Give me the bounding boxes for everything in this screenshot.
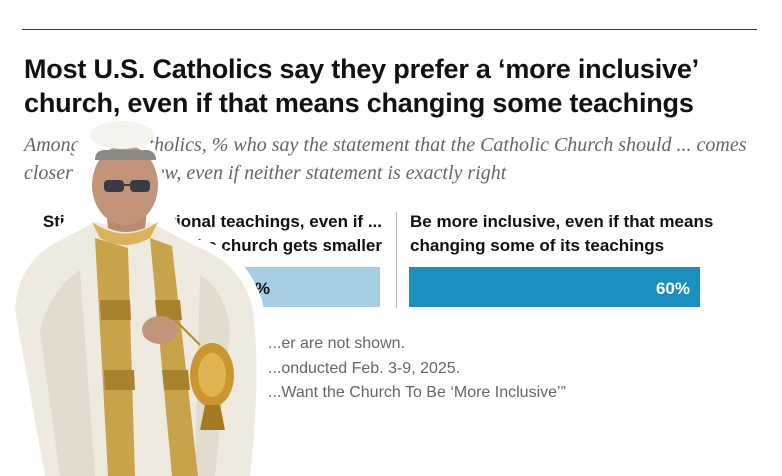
note-line-2: ...onducted Feb. 3-9, 2025. [268, 360, 461, 377]
bar-value-label-inclusive: 60% [656, 279, 690, 298]
chart-title: Most U.S. Catholics say they prefer a ‘m… [24, 54, 698, 118]
bar-inclusive [409, 267, 700, 307]
right-column-label: Be more inclusive, even if that means ch… [410, 212, 714, 255]
top-rule [22, 29, 757, 30]
note-line-1: ...er are not shown. [268, 335, 405, 352]
column-divider [396, 212, 397, 308]
priest-photo [8, 121, 269, 476]
note-line-3: ...Want the Church To Be ‘More Inclusive… [268, 384, 566, 401]
